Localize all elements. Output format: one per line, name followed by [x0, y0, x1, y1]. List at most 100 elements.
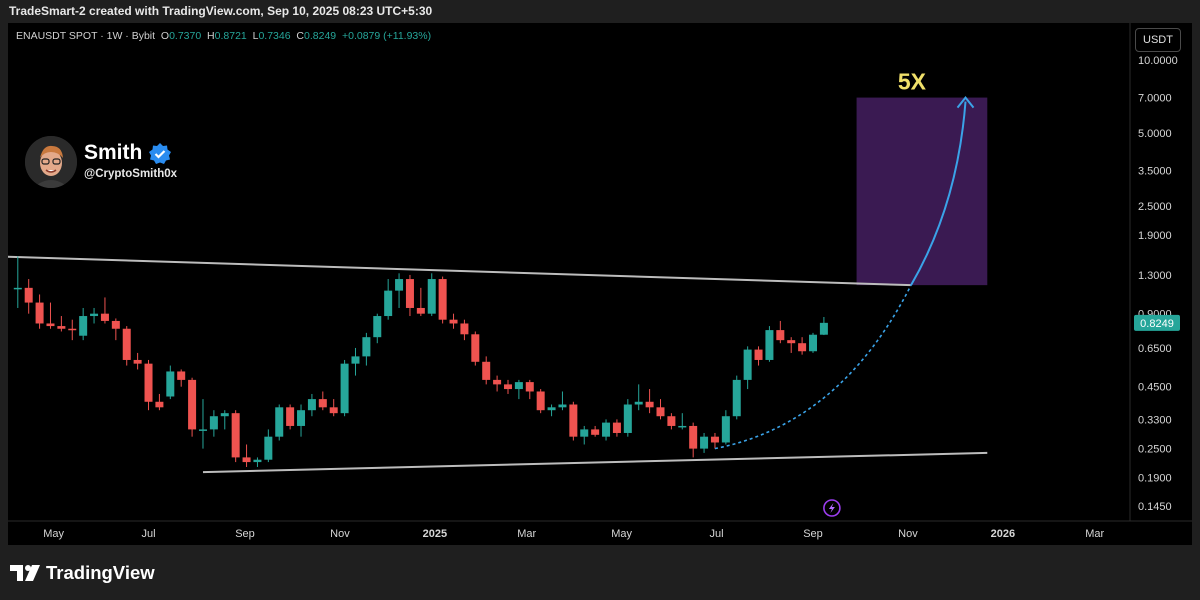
- candle-body: [57, 326, 66, 329]
- candle-body: [743, 349, 752, 380]
- candle: [209, 410, 218, 437]
- profile-card: Smith @CryptoSmith0x: [25, 136, 225, 196]
- candle-body: [79, 316, 88, 336]
- candle-body: [580, 429, 589, 437]
- candle: [297, 404, 306, 437]
- candle-body: [482, 361, 491, 380]
- candle: [460, 319, 469, 341]
- x-tick-label: Mar: [1085, 528, 1104, 540]
- x-tick-label: May: [43, 528, 64, 540]
- x-tick-label: Nov: [898, 528, 918, 540]
- candle: [721, 410, 730, 445]
- candle-body: [242, 457, 251, 463]
- candle-body: [656, 407, 665, 417]
- footer-bar: TradingView: [0, 548, 1200, 600]
- candle: [144, 359, 153, 411]
- candle: [471, 331, 480, 366]
- candle: [318, 391, 327, 411]
- chart-area[interactable]: 5X 10.0000 7.0000 5.0000 3.5000 2.5000 1.9000 1…: [8, 23, 1192, 545]
- candle-body: [776, 330, 785, 341]
- profile-handle: @CryptoSmith0x: [84, 168, 178, 180]
- target-label: 5X: [898, 69, 927, 95]
- y-tick-label: 5.0000: [1138, 128, 1172, 140]
- candle-body: [318, 399, 327, 408]
- avatar: [25, 136, 77, 188]
- candle-body: [525, 382, 534, 392]
- candle: [340, 359, 349, 417]
- candle: [79, 307, 88, 341]
- projection-solid-curve: [910, 101, 967, 286]
- candle-body: [471, 334, 480, 362]
- candle-body: [188, 379, 197, 430]
- candle: [242, 444, 251, 467]
- candle: [46, 302, 55, 329]
- x-tick-label: Mar: [517, 528, 536, 540]
- candle-body: [373, 316, 382, 338]
- candle-body: [144, 363, 153, 402]
- candle: [482, 356, 491, 385]
- candle-body: [602, 422, 611, 437]
- candle: [111, 318, 120, 341]
- candle: [133, 352, 142, 370]
- candle: [503, 379, 512, 394]
- y-tick-label: 1.9000: [1138, 230, 1172, 242]
- candle-body: [710, 436, 719, 443]
- candle-body: [90, 313, 99, 317]
- candle-body: [133, 359, 142, 364]
- candle-body: [623, 404, 632, 433]
- candle: [569, 401, 578, 441]
- candle-body: [678, 425, 687, 428]
- y-tick-label: 0.3300: [1138, 414, 1172, 426]
- candle-body: [24, 287, 33, 303]
- candle: [449, 313, 458, 329]
- candle-body: [231, 413, 240, 458]
- candle-body: [209, 416, 218, 430]
- candle-body: [166, 371, 175, 397]
- candle-body: [220, 413, 229, 417]
- candle: [623, 399, 632, 437]
- x-tick-label: Nov: [330, 528, 350, 540]
- candle-body: [351, 356, 360, 364]
- symbol-name: ENAUSDT SPOT · 1W · Bybit: [16, 30, 156, 42]
- candle-body: [732, 379, 741, 417]
- candle-body: [177, 371, 186, 380]
- price-chart[interactable]: 5X 10.0000 7.0000 5.0000 3.5000 2.5000 1.9000 1…: [8, 23, 1192, 545]
- tradingview-logo-icon: [10, 565, 40, 581]
- candle-body: [514, 382, 523, 390]
- candle-body: [13, 287, 22, 290]
- candle: [493, 375, 502, 392]
- candle-body: [275, 407, 284, 437]
- projection-arrowhead-icon: [956, 95, 975, 109]
- candle: [765, 326, 774, 362]
- current-price-badge: [1134, 314, 1180, 331]
- candle: [809, 332, 817, 353]
- candle: [580, 425, 589, 445]
- candle-body: [307, 399, 316, 411]
- candle: [188, 377, 197, 437]
- y-tick-label: 0.1900: [1138, 473, 1172, 485]
- y-tick-label: 3.5000: [1138, 166, 1172, 178]
- candle-body: [449, 319, 458, 324]
- candle-body: [253, 459, 262, 463]
- current-price-label: 0.8249: [1140, 318, 1174, 330]
- y-tick-label: 10.0000: [1138, 55, 1178, 67]
- candle-body: [35, 302, 44, 324]
- trendline-lower: [202, 451, 988, 474]
- symbol-legend: ENAUSDT SPOT · 1W · Bybit O0.7370 H0.872…: [16, 30, 431, 42]
- candle: [155, 393, 164, 411]
- candle: [536, 389, 545, 414]
- candle: [177, 369, 186, 387]
- candle: [558, 391, 567, 411]
- candle-body: [122, 328, 131, 360]
- candle-body: [612, 422, 621, 433]
- candle-body: [569, 404, 578, 437]
- candle: [514, 379, 523, 400]
- candle: [438, 276, 447, 324]
- x-tick-label: Sep: [235, 528, 255, 540]
- candle-body: [645, 401, 654, 408]
- lightning-icon: [828, 503, 835, 513]
- candle-body: [155, 401, 164, 408]
- high-label: H: [207, 30, 215, 42]
- candle-body: [591, 429, 600, 435]
- currency-button[interactable]: USDT: [1135, 28, 1181, 52]
